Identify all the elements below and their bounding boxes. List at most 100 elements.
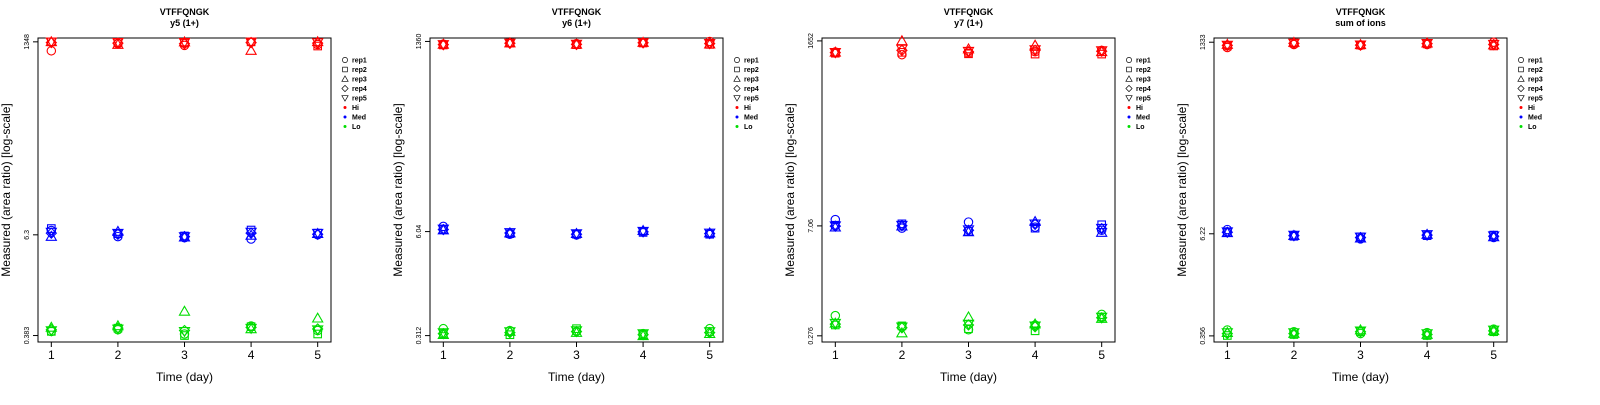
data-point-med-rep5 <box>311 228 324 240</box>
legend-marker <box>1125 75 1133 82</box>
legend-entry-label: Hi <box>1528 105 1535 112</box>
legend-marker <box>1127 115 1131 119</box>
data-point-med-rep3 <box>1421 228 1434 239</box>
data-point-hi-rep3 <box>1287 36 1300 47</box>
data-point-lo-rep2 <box>180 331 189 340</box>
data-point-hi-rep5 <box>178 37 191 49</box>
legend-marker <box>733 75 741 82</box>
legend-marker <box>342 66 348 73</box>
legend-marker <box>341 75 349 82</box>
x-tick-label: 1 <box>48 348 55 362</box>
data-point-hi-rep5 <box>1287 38 1300 50</box>
data-point-med-rep3 <box>111 225 124 236</box>
x-tick-label: 2 <box>1291 348 1298 362</box>
data-point-med-rep5 <box>1487 231 1500 242</box>
legend-marker <box>734 66 740 73</box>
x-tick-label: 2 <box>507 348 514 362</box>
data-point-med-rep5 <box>437 224 450 236</box>
legend-entry-label: rep1 <box>352 58 367 65</box>
legend-marker <box>343 115 347 119</box>
y-tick-label: 0.356 <box>1200 327 1207 345</box>
legend-entry-label: Hi <box>744 105 751 112</box>
x-tick-label: 1 <box>440 348 447 362</box>
data-point-lo-rep5 <box>1287 328 1300 339</box>
y-tick-label: 0.383 <box>24 327 31 345</box>
data-point-lo-rep5 <box>437 328 450 339</box>
x-axis-label: Time (day) <box>548 370 605 384</box>
data-point-hi-rep3 <box>637 36 650 47</box>
data-point-lo-rep2 <box>313 329 323 339</box>
legend-marker <box>1125 84 1133 93</box>
data-point-lo-rep5 <box>245 323 258 335</box>
data-point-lo-rep3 <box>895 326 908 338</box>
data-point-med-rep5 <box>45 227 58 239</box>
legend-entry-label: rep1 <box>1136 58 1151 65</box>
legend-entry-label: Med <box>744 115 758 122</box>
data-point-lo-rep5 <box>637 329 650 340</box>
data-point-med-rep5 <box>1287 230 1300 242</box>
legend-entry-label: Med <box>352 115 366 122</box>
y-tick-label: 6.22 <box>1200 227 1207 241</box>
legend-marker <box>735 125 739 128</box>
legend-entry-label: Lo <box>1136 124 1145 131</box>
legend-marker <box>1125 95 1133 102</box>
legend-entry-label: rep3 <box>352 77 367 84</box>
data-point-lo-rep3 <box>311 312 324 323</box>
data-point-hi-rep3 <box>1421 36 1434 48</box>
legend-marker <box>343 106 347 109</box>
x-tick-label: 3 <box>965 348 972 362</box>
y-axis-label: Measured (area ratio) [log-scale] <box>1175 103 1189 276</box>
data-point-lo-rep5 <box>829 318 842 330</box>
legend-marker <box>1517 75 1525 82</box>
data-point-med-rep3 <box>245 229 258 240</box>
legend: rep1 rep2 rep3 rep4 rep5 Hi Med Lo <box>1517 57 1543 131</box>
data-point-hi-rep5 <box>1487 39 1500 51</box>
x-tick-label: 5 <box>1490 348 1497 362</box>
chart-subtitle: y6 (1+) <box>562 18 591 28</box>
x-axis-label: Time (day) <box>156 370 213 384</box>
data-point-lo-rep3 <box>178 305 191 316</box>
data-point-lo-rep2 <box>1030 326 1040 336</box>
legend-marker <box>342 57 348 63</box>
data-point-lo-rep5 <box>503 327 516 338</box>
data-point-lo-rep3 <box>503 325 516 336</box>
y-tick-label: 1652 <box>808 33 815 49</box>
legend-entry-label: rep2 <box>1528 67 1543 74</box>
legend-marker <box>1519 115 1523 119</box>
data-point-hi-rep3 <box>962 42 975 54</box>
legend-entry-label: rep4 <box>352 86 367 93</box>
data-point-lo-rep3 <box>1221 326 1234 337</box>
x-tick-label: 3 <box>181 348 188 362</box>
data-point-med-rep5 <box>829 221 842 232</box>
legend-entry-label: rep3 <box>744 77 759 84</box>
data-point-med-rep5 <box>962 225 975 236</box>
data-point-med-rep5 <box>1421 230 1434 241</box>
legend-entry-label: Hi <box>1136 105 1143 112</box>
data-point-hi-rep3 <box>437 38 450 49</box>
x-tick-label: 5 <box>1098 348 1105 362</box>
data-point-hi-rep5 <box>962 46 975 58</box>
legend-entry-label: rep5 <box>744 96 759 103</box>
legend-marker <box>1126 57 1132 63</box>
data-point-lo-rep2 <box>505 330 515 340</box>
data-point-med-rep2 <box>1030 223 1040 233</box>
legend-marker <box>1519 125 1523 128</box>
x-axis-label: Time (day) <box>1332 370 1389 384</box>
legend-marker <box>1519 106 1523 109</box>
data-point-med-rep5 <box>503 228 516 239</box>
y-tick-label: 0.312 <box>416 327 423 345</box>
legend-entry-label: rep1 <box>744 58 759 65</box>
data-point-lo-rep2 <box>964 324 973 334</box>
data-point-med-rep5 <box>1095 223 1108 235</box>
legend-marker <box>343 125 347 128</box>
legend-marker <box>341 84 349 93</box>
x-tick-label: 4 <box>1424 348 1431 362</box>
data-point-lo-rep5 <box>178 327 191 338</box>
data-point-hi-rep5 <box>1354 40 1367 51</box>
data-point-med-rep5 <box>1354 232 1367 244</box>
x-tick-label: 4 <box>248 348 255 362</box>
data-point-hi-rep2 <box>964 49 973 59</box>
